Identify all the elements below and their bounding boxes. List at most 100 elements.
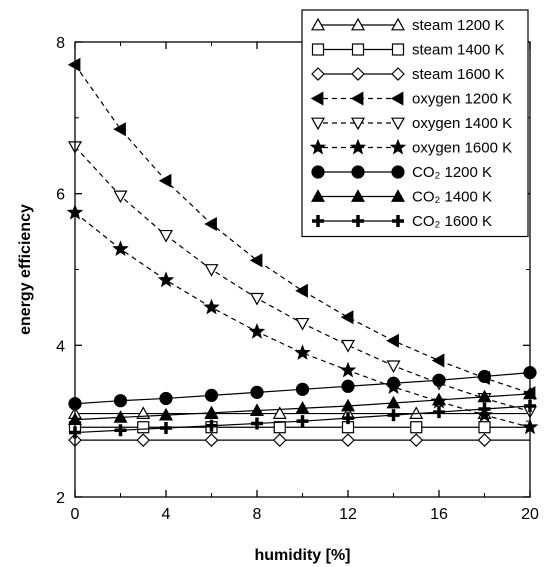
data-point bbox=[386, 333, 399, 348]
legend-entry: CO₂ 1600 K bbox=[312, 213, 492, 230]
data-point bbox=[113, 410, 128, 423]
legend-entry: oxygen 1600 K bbox=[309, 138, 512, 157]
data-point bbox=[295, 401, 310, 414]
data-point bbox=[340, 310, 354, 325]
legend-marker bbox=[310, 189, 326, 202]
y-tick-label: 8 bbox=[56, 35, 65, 52]
data-point bbox=[477, 389, 492, 403]
data-point bbox=[249, 292, 265, 306]
data-point bbox=[341, 433, 355, 447]
data-point bbox=[341, 379, 355, 393]
legend-entry: CO₂ 1400 K bbox=[310, 189, 492, 206]
legend-label: CO₂ 1200 K bbox=[412, 164, 492, 181]
legend-marker bbox=[350, 117, 366, 131]
data-point bbox=[272, 406, 287, 419]
data-point bbox=[114, 424, 127, 437]
x-tick-label: 20 bbox=[521, 506, 539, 523]
series-2 bbox=[68, 433, 530, 447]
legend-marker bbox=[391, 165, 405, 179]
data-point bbox=[250, 385, 264, 399]
legend-label: oxygen 1400 K bbox=[412, 115, 512, 132]
data-point bbox=[339, 361, 357, 378]
legend-entry: oxygen 1400 K bbox=[310, 115, 512, 132]
data-point bbox=[158, 229, 174, 243]
data-point bbox=[295, 283, 308, 298]
legend-marker bbox=[312, 215, 324, 227]
data-point bbox=[409, 433, 424, 447]
legend-marker bbox=[351, 67, 365, 81]
data-point bbox=[158, 173, 172, 188]
legend-label: steam 1600 K bbox=[412, 66, 505, 83]
data-point bbox=[431, 353, 445, 368]
data-point bbox=[386, 360, 401, 374]
y-tick-label: 4 bbox=[56, 338, 65, 355]
data-point bbox=[294, 344, 311, 360]
legend-marker bbox=[391, 67, 405, 81]
legend-marker bbox=[309, 138, 327, 155]
data-point bbox=[342, 412, 354, 425]
x-tick-label: 0 bbox=[71, 506, 80, 523]
data-point bbox=[205, 419, 218, 432]
data-point bbox=[251, 417, 263, 430]
legend-marker bbox=[389, 138, 407, 155]
y-tick-label: 6 bbox=[56, 187, 65, 204]
legend-marker bbox=[351, 165, 365, 179]
series-8 bbox=[69, 400, 536, 439]
data-point bbox=[273, 421, 286, 434]
data-point bbox=[136, 433, 151, 447]
data-point bbox=[410, 421, 423, 434]
data-point bbox=[296, 415, 309, 428]
legend-marker bbox=[350, 17, 366, 31]
legend-marker bbox=[391, 43, 405, 56]
legend-entry: steam 1200 K bbox=[310, 17, 505, 34]
legend-marker bbox=[310, 91, 324, 106]
series-1 bbox=[68, 421, 530, 434]
data-point bbox=[249, 253, 263, 268]
legend-marker bbox=[352, 215, 364, 227]
data-point bbox=[113, 394, 128, 408]
legend-entry: steam 1400 K bbox=[311, 42, 505, 59]
x-tick-label: 16 bbox=[430, 506, 448, 523]
data-point bbox=[478, 403, 491, 416]
y-tick-label: 2 bbox=[56, 490, 65, 507]
legend-label: oxygen 1200 K bbox=[412, 91, 512, 108]
data-point bbox=[160, 421, 172, 434]
legend-box bbox=[301, 9, 529, 238]
data-point bbox=[477, 369, 492, 384]
legend-marker bbox=[310, 117, 326, 131]
x-axis-title: humidity [%] bbox=[255, 547, 351, 564]
legend-marker bbox=[392, 215, 404, 227]
data-point bbox=[204, 216, 217, 232]
y-axis-title: energy efficiency bbox=[17, 204, 34, 335]
data-point bbox=[113, 190, 128, 204]
legend-entry: steam 1600 K bbox=[311, 66, 505, 83]
data-point bbox=[386, 376, 401, 390]
legend-marker bbox=[390, 91, 404, 106]
data-point bbox=[158, 407, 174, 421]
legend-label: oxygen 1600 K bbox=[412, 140, 512, 157]
data-point bbox=[433, 406, 445, 419]
data-point bbox=[204, 405, 219, 419]
legend-label: steam 1400 K bbox=[412, 42, 505, 59]
legend-marker bbox=[350, 91, 364, 106]
legend-entry: oxygen 1200 K bbox=[310, 91, 512, 108]
data-point bbox=[340, 339, 356, 353]
data-point bbox=[248, 323, 266, 339]
legend-label: steam 1200 K bbox=[412, 17, 505, 34]
data-point bbox=[159, 391, 173, 406]
data-point bbox=[203, 298, 220, 315]
legend-marker bbox=[311, 67, 325, 81]
data-point bbox=[387, 409, 400, 422]
data-point bbox=[386, 395, 401, 409]
data-point bbox=[340, 398, 356, 412]
data-point bbox=[295, 382, 310, 396]
data-point bbox=[431, 392, 447, 406]
data-point bbox=[204, 264, 219, 277]
legend-marker bbox=[350, 189, 366, 202]
legend-marker bbox=[310, 17, 326, 31]
x-tick-label: 4 bbox=[162, 506, 171, 523]
legend-marker bbox=[390, 189, 406, 202]
legend-marker bbox=[390, 17, 406, 31]
